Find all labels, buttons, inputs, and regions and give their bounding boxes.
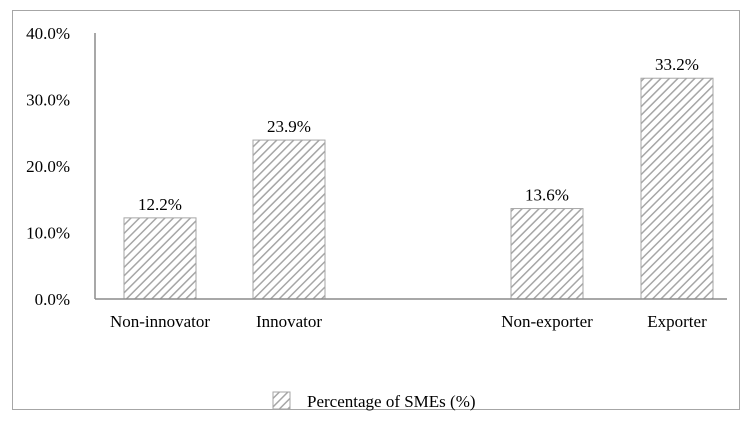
legend-label: Percentage of SMEs (%) xyxy=(307,392,476,411)
x-category-label: Innovator xyxy=(256,312,322,331)
x-category-label: Non-innovator xyxy=(110,312,210,331)
x-category-label: Non-exporter xyxy=(501,312,593,331)
y-axis-ticks: 0.0% 10.0% 20.0% 30.0% 40.0% xyxy=(26,24,70,309)
y-tick-label: 30.0% xyxy=(26,91,70,110)
bar xyxy=(252,139,326,300)
bar xyxy=(510,208,584,300)
bar-data-label: 13.6% xyxy=(525,186,569,205)
y-tick-label: 40.0% xyxy=(26,24,70,43)
legend-swatch xyxy=(272,391,291,410)
bar-data-label: 23.9% xyxy=(267,117,311,136)
legend: Percentage of SMEs (%) xyxy=(272,391,476,411)
y-tick-label: 10.0% xyxy=(26,224,70,243)
y-tick-label: 20.0% xyxy=(26,157,70,176)
bars xyxy=(123,77,714,300)
data-labels: 12.2% 23.9% 13.6% 33.2% xyxy=(138,55,699,214)
category-labels: Non-innovator Innovator Non-exporter Export… xyxy=(110,312,707,331)
y-tick-label: 0.0% xyxy=(35,290,70,309)
bar-data-label: 33.2% xyxy=(655,55,699,74)
chart-frame xyxy=(12,10,740,410)
x-category-label: Exporter xyxy=(647,312,707,331)
bar xyxy=(123,217,197,300)
bar-data-label: 12.2% xyxy=(138,195,182,214)
bar xyxy=(640,77,714,300)
